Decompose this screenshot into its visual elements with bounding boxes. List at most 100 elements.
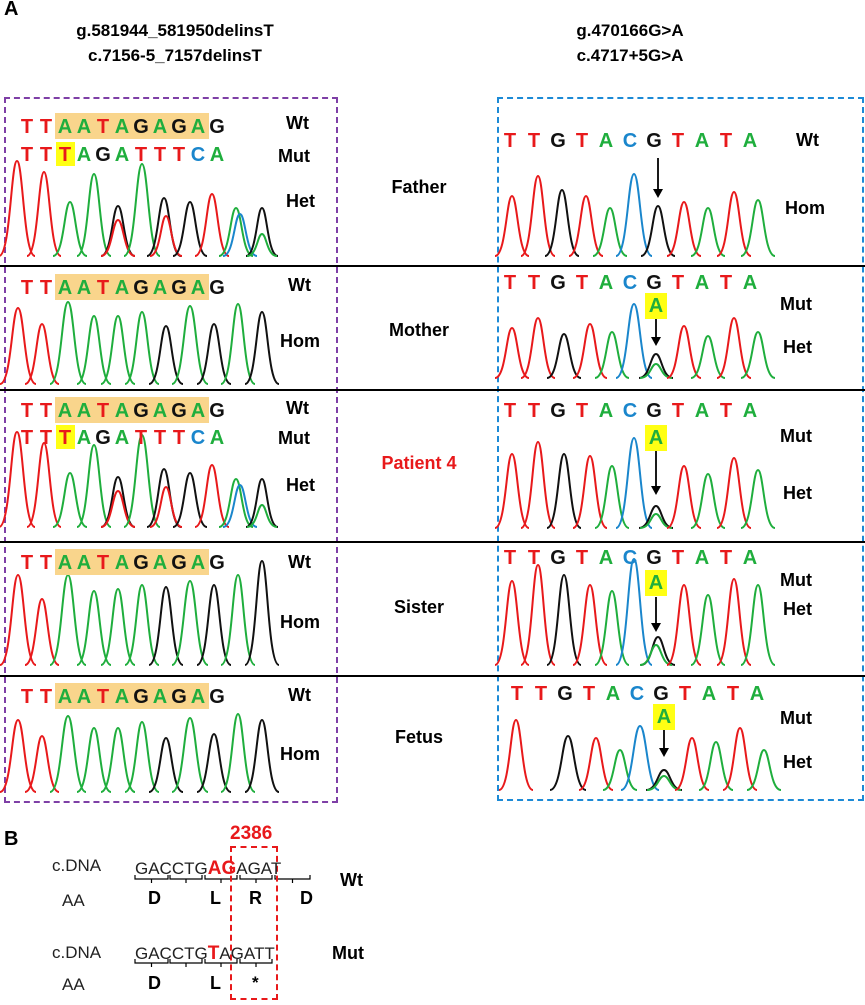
right-header-line1: g.470166G>A (576, 21, 684, 40)
hom-label: Hom (280, 744, 320, 764)
amino-acid: D (148, 888, 161, 908)
chromatogram-peak (572, 454, 608, 529)
chromatogram-peak (222, 212, 258, 257)
chromatogram-peak (244, 559, 280, 666)
chromatogram-peak (244, 718, 280, 793)
base-letter: G (133, 116, 149, 138)
base-letter: T (39, 400, 53, 422)
chromatogram-peak (171, 304, 209, 385)
base-letter: A (742, 547, 758, 569)
chromatogram-peak (245, 206, 279, 257)
base-letter: G (209, 400, 225, 422)
chromatogram-peak (196, 583, 232, 666)
chromatogram-peak (602, 748, 638, 791)
chromatogram-peak (124, 583, 160, 666)
chromatogram-peak (615, 436, 653, 529)
base-letter: A (152, 116, 168, 138)
chromatogram-peak (520, 440, 556, 529)
mut-label: Mut (780, 426, 812, 446)
chromatogram-peak (620, 724, 660, 791)
base-letter: G (95, 427, 111, 449)
left-dashed-box (4, 97, 338, 803)
mut-tag: Mut (332, 943, 364, 963)
base-letter: T (58, 144, 72, 166)
chromatogram-peak (690, 334, 726, 379)
base-letter: T (575, 272, 589, 294)
chromatogram-peak (76, 172, 112, 257)
row-separator (0, 541, 865, 543)
base-letter: A (605, 683, 621, 705)
mutated-bases: AG (207, 858, 237, 879)
base-letter: A (57, 400, 73, 422)
chromatogram-peak (546, 573, 582, 666)
base-letter: G (209, 277, 225, 299)
chromatogram-peak (148, 324, 184, 385)
base-letter: C (622, 272, 638, 294)
base-letter: G (646, 400, 662, 422)
base-letter: A (742, 400, 758, 422)
chromatogram-peak (49, 714, 87, 793)
base-letter: A (598, 400, 614, 422)
base-letter: G (171, 686, 187, 708)
wt-label: Wt (286, 113, 309, 133)
base-letter: T (719, 400, 733, 422)
chromatogram-peak (222, 483, 258, 528)
chromatogram-peak (0, 573, 37, 666)
mutant-base-highlight (645, 425, 667, 451)
chromatogram-peak (76, 726, 112, 793)
chromatogram-peak (52, 471, 88, 528)
base-letter: T (172, 144, 186, 166)
mut-label: Mut (780, 294, 812, 314)
base-letter: A (114, 552, 130, 574)
mut-label: Mut (780, 708, 812, 728)
chromatogram-peak (100, 587, 136, 666)
chromatogram-peak (0, 159, 36, 257)
position-number: 2386 (230, 823, 273, 844)
arrow-head (653, 189, 663, 198)
mutated-bases: T (207, 943, 220, 964)
base-letter: G (133, 277, 149, 299)
wt-label: Wt (796, 130, 819, 150)
amino-acid: L (210, 888, 221, 908)
chromatogram-peak (49, 300, 87, 385)
panel-a-letter: A (4, 0, 19, 20)
base-letter: T (726, 683, 740, 705)
chromatogram-peak (194, 463, 230, 528)
base-letter: T (96, 552, 110, 574)
chromatogram-peak (716, 456, 752, 529)
base-letter: T (671, 547, 685, 569)
base-letter: C (622, 547, 638, 569)
chromatogram-peak (716, 577, 752, 666)
chromatogram-peak (544, 188, 580, 257)
chromatogram-peak (639, 362, 673, 379)
base-letter: A (152, 277, 168, 299)
het-label: Het (783, 337, 813, 357)
chromatogram-peak (100, 726, 136, 793)
chromatogram-peak (645, 768, 683, 791)
mutation-highlight (56, 142, 75, 166)
base-letter: A (209, 144, 225, 166)
chromatogram-peak (640, 204, 676, 257)
chromatogram-peak (592, 206, 628, 257)
base-letter: G (133, 686, 149, 708)
sequence-highlight (55, 397, 209, 423)
cdna-text: AGATT (219, 944, 275, 963)
base-letter: G (550, 400, 566, 422)
base-letter: T (96, 686, 110, 708)
chromatogram-peak (100, 204, 136, 257)
chromatogram-peak (494, 452, 530, 529)
chromatogram-peak (568, 194, 604, 257)
right-header: g.470166G>A c.4717+5G>A (520, 18, 740, 68)
chromatogram-peak (494, 194, 530, 257)
base-letter: T (582, 683, 596, 705)
base-letter: T (20, 277, 34, 299)
base-letter: T (58, 427, 72, 449)
base-letter: A (694, 130, 710, 152)
base-letter: T (20, 400, 34, 422)
base-letter: A (114, 400, 130, 422)
base-letter: A (57, 277, 73, 299)
base-letter: A (152, 686, 168, 708)
base-letter: G (171, 116, 187, 138)
base-letter: T (96, 116, 110, 138)
chromatogram-peak (546, 332, 582, 379)
